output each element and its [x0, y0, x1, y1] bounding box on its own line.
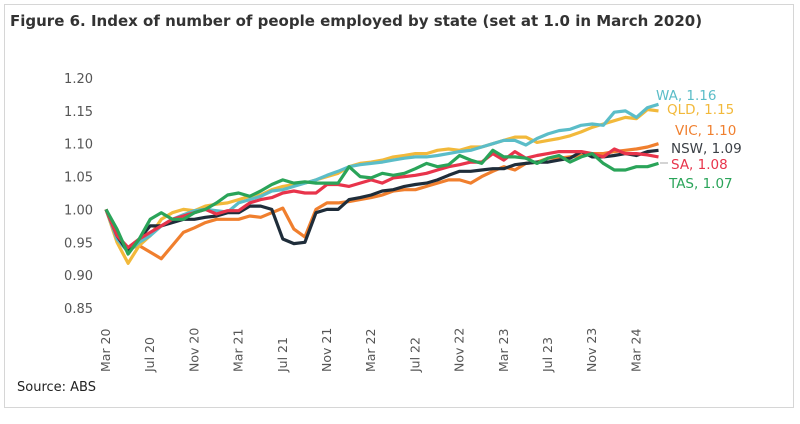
series-label-sa: SA, 1.08 [671, 157, 728, 173]
series-label-qld: QLD, 1.15 [667, 102, 734, 118]
series-line-qld [104, 107, 659, 265]
series-line-nsw [104, 148, 659, 254]
series-line-tas [104, 148, 659, 256]
x-tick-label: Mar 22 [363, 329, 378, 372]
x-tick-label: Mar 20 [98, 328, 113, 372]
x-tick-label: Jul 23 [540, 337, 555, 373]
series-label-wa: WA, 1.16 [656, 88, 717, 104]
y-tick-label: 1.20 [64, 72, 93, 87]
x-tick-label: Mar 21 [231, 329, 246, 372]
series-label-tas: TAS, 1.07 [668, 176, 733, 192]
series-line-sa [104, 147, 659, 250]
y-tick-label: 1.10 [64, 138, 93, 153]
y-tick-label: 1.05 [64, 171, 93, 186]
x-tick-label: Nov 20 [186, 328, 201, 372]
chart-frame [4, 4, 794, 408]
x-tick-label: Jul 20 [142, 337, 157, 373]
x-tick-label: Jul 22 [407, 337, 422, 373]
x-tick-label: Nov 23 [584, 328, 599, 372]
x-tick-label: Nov 22 [452, 328, 467, 372]
y-tick-label: 0.85 [64, 302, 93, 317]
series-label-nsw: NSW, 1.09 [671, 141, 742, 157]
x-tick-label: Mar 24 [628, 328, 643, 372]
chart-title: Figure 6. Index of number of people empl… [10, 12, 703, 30]
y-tick-label: 0.95 [64, 236, 93, 251]
series-label-vic: VIC, 1.10 [675, 123, 736, 139]
source-note: Source: ABS [17, 380, 96, 395]
y-tick-label: 0.90 [64, 269, 93, 284]
x-tick-label: Nov 21 [319, 328, 334, 372]
y-tick-label: 1.15 [64, 105, 93, 120]
x-tick-label: Jul 21 [275, 337, 290, 373]
y-tick-label: 1.00 [64, 203, 93, 218]
x-tick-label: Mar 23 [496, 329, 511, 372]
